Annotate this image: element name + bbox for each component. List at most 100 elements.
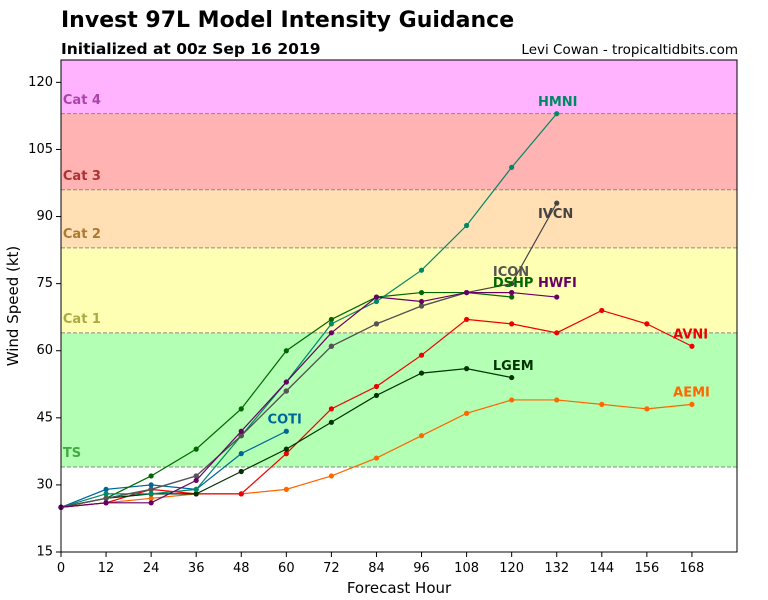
series-point-coti-2 xyxy=(148,482,154,488)
chart-title: Invest 97L Model Intensity Guidance xyxy=(61,8,515,33)
series-point-icon-4 xyxy=(238,433,244,439)
series-point-lgem-5 xyxy=(283,446,289,452)
series-point-aemi-14 xyxy=(689,401,695,407)
plot-frame xyxy=(60,59,738,553)
x-axis-label: Forecast Hour xyxy=(347,579,452,597)
series-point-icon-2 xyxy=(148,486,154,492)
y-tick-label-4: 75 xyxy=(36,276,53,291)
series-point-lgem-9 xyxy=(464,366,470,372)
series-point-avni-7 xyxy=(373,383,380,390)
series-point-lgem-4 xyxy=(238,468,244,475)
series-point-hwfi-2 xyxy=(148,500,154,506)
series-point-hwfi-4 xyxy=(238,428,244,434)
series-line-coti xyxy=(60,430,287,508)
series-point-hwfi-8 xyxy=(418,298,425,305)
series-point-icon-6 xyxy=(328,343,334,349)
series-point-hmni-2 xyxy=(148,491,154,497)
x-tick-label-2: 24 xyxy=(143,561,160,576)
category-label-2: Cat 2 xyxy=(63,227,101,242)
series-label-dshp: DSHP xyxy=(493,276,534,291)
y-tick-label-1: 30 xyxy=(36,477,53,492)
series-point-dshp-2 xyxy=(148,473,154,479)
series-point-avni-12 xyxy=(599,307,605,314)
x-tick-label-6: 72 xyxy=(323,561,340,576)
series-point-aemi-5 xyxy=(283,486,289,492)
y-tick-label-3: 60 xyxy=(36,343,53,358)
series-point-aemi-12 xyxy=(599,401,605,407)
x-tick-label-5: 60 xyxy=(278,561,295,576)
series-label-hmni: HMNI xyxy=(538,95,578,110)
series-label-icon: ICON xyxy=(493,265,529,280)
category-band-4 xyxy=(61,60,737,114)
series-point-icon-3 xyxy=(193,473,199,479)
category-band-1 xyxy=(61,247,737,333)
x-tick-label-14: 168 xyxy=(680,561,705,576)
x-tick-label-11: 132 xyxy=(544,561,569,576)
x-tick-label-10: 120 xyxy=(499,561,524,576)
series-point-hwfi-10 xyxy=(509,289,515,296)
series-point-icon-8 xyxy=(418,303,425,309)
series-point-aemi-2 xyxy=(148,495,154,501)
series-point-aemi-10 xyxy=(509,397,515,403)
category-label-0: TS xyxy=(63,446,81,461)
series-point-lgem-7 xyxy=(373,392,380,399)
series-point-hwfi-3 xyxy=(193,477,199,484)
series-point-hwfi-1 xyxy=(103,500,109,506)
series-point-hmni-8 xyxy=(418,267,425,273)
series-point-aemi-7 xyxy=(373,455,380,461)
series-point-coti-1 xyxy=(103,486,109,492)
category-label-4: Cat 4 xyxy=(63,93,101,108)
category-label-3: Cat 3 xyxy=(63,169,101,184)
series-point-icon-1 xyxy=(103,495,109,501)
series-point-avni-8 xyxy=(418,352,425,358)
series-point-hmni-9 xyxy=(464,222,470,229)
series-point-aemi-11 xyxy=(554,397,560,403)
series-point-avni-9 xyxy=(464,316,470,323)
series-point-icon-7 xyxy=(373,321,380,327)
series-point-avni-13 xyxy=(644,321,650,327)
x-tick-label-4: 48 xyxy=(233,561,250,576)
series-point-avni-5 xyxy=(283,451,289,457)
series-point-coti-4 xyxy=(238,451,244,457)
series-line-hmni xyxy=(60,113,558,508)
category-band-2 xyxy=(61,189,737,248)
series-label-coti: COTI xyxy=(268,413,302,428)
y-tick-label-0: 15 xyxy=(36,545,53,560)
x-tick-label-13: 156 xyxy=(634,561,659,576)
series-point-avni-14 xyxy=(689,343,695,349)
series-point-avni-6 xyxy=(328,406,334,412)
series-point-hwfi-7 xyxy=(373,294,380,300)
x-tick-label-1: 12 xyxy=(98,561,115,576)
series-point-hwfi-6 xyxy=(328,330,334,336)
x-tick-label-9: 108 xyxy=(454,561,479,576)
series-point-hmni-7 xyxy=(373,298,380,305)
series-point-icon-5 xyxy=(283,388,289,394)
x-tick-label-0: 0 xyxy=(57,561,65,576)
y-axis-label: Wind Speed (kt) xyxy=(4,246,22,367)
series-label-avni: AVNI xyxy=(673,328,708,343)
series-point-aemi-9 xyxy=(464,410,470,416)
series-point-lgem-6 xyxy=(328,419,334,425)
series-point-hwfi-9 xyxy=(464,289,470,296)
chart-subtitle: Initialized at 00z Sep 16 2019 xyxy=(61,40,321,58)
series-point-lgem-8 xyxy=(418,370,425,376)
series-point-dshp-10 xyxy=(509,294,515,300)
series-point-dshp-5 xyxy=(283,348,289,354)
series-point-dshp-8 xyxy=(418,289,425,296)
series-label-hwfi: HWFI xyxy=(538,276,577,291)
series-point-dshp-6 xyxy=(328,316,334,323)
series-point-lgem-10 xyxy=(509,374,515,381)
series-point-aemi-6 xyxy=(328,473,334,479)
series-line-hwfi xyxy=(60,291,557,508)
series-point-avni-11 xyxy=(554,330,560,336)
series-label-lgem: LGEM xyxy=(493,359,534,374)
x-tick-label-8: 96 xyxy=(413,561,430,576)
series-point-coti-5 xyxy=(283,428,289,434)
x-tick-label-7: 84 xyxy=(368,561,385,576)
category-label-1: Cat 1 xyxy=(63,312,101,327)
category-band-0 xyxy=(61,332,737,468)
series-point-hmni-10 xyxy=(509,164,515,170)
series-label-aemi: AEMI xyxy=(673,386,710,401)
